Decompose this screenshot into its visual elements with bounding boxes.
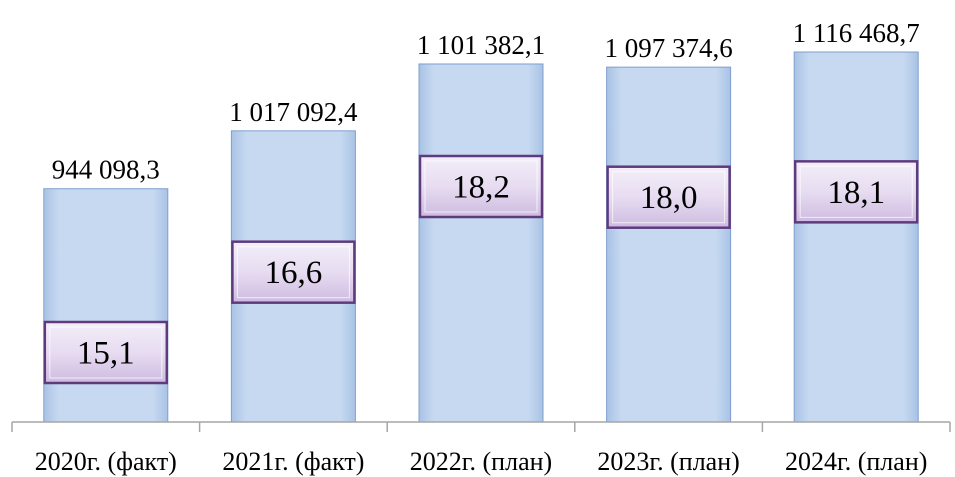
inner-value-label-2: 16,6 [265, 255, 323, 291]
inner-box-5 [793, 160, 919, 224]
bar-value-label-3: 1 101 382,1 [417, 30, 545, 60]
bar-value-label-2: 1 017 092,4 [229, 97, 358, 127]
inner-box-bevel-2 [236, 246, 350, 299]
category-label-2: 2021г. (факт) [222, 447, 364, 476]
bar-5 [793, 51, 919, 423]
inner-box-1 [43, 320, 169, 385]
category-label-4: 2023г. (план) [597, 447, 739, 476]
bar-value-label-4: 1 097 374,6 [604, 33, 732, 63]
inner-box-bevel-3 [424, 160, 538, 213]
bar-value-label-1: 944 098,3 [52, 155, 160, 185]
inner-value-label-3: 18,2 [452, 170, 510, 206]
inner-value-label-4: 18,0 [640, 180, 698, 216]
inner-box-bevel-4 [612, 171, 726, 224]
category-label-1: 2020г. (факт) [35, 447, 177, 476]
inner-value-label-5: 18,1 [827, 175, 885, 211]
inner-box-2 [231, 240, 356, 304]
bar-4 [606, 66, 732, 423]
inner-box-3 [418, 154, 544, 219]
category-label-5: 2024г. (план) [785, 447, 927, 476]
bar-1 [43, 188, 169, 423]
inner-box-4 [606, 165, 731, 229]
inner-box-bevel-5 [799, 165, 913, 218]
inner-value-label-1: 15,1 [77, 336, 135, 372]
category-label-3: 2022г. (план) [410, 447, 552, 476]
inner-box-bevel-1 [49, 326, 163, 379]
bar-value-label-5: 1 116 468,7 [793, 18, 920, 48]
bar-3 [418, 63, 544, 423]
